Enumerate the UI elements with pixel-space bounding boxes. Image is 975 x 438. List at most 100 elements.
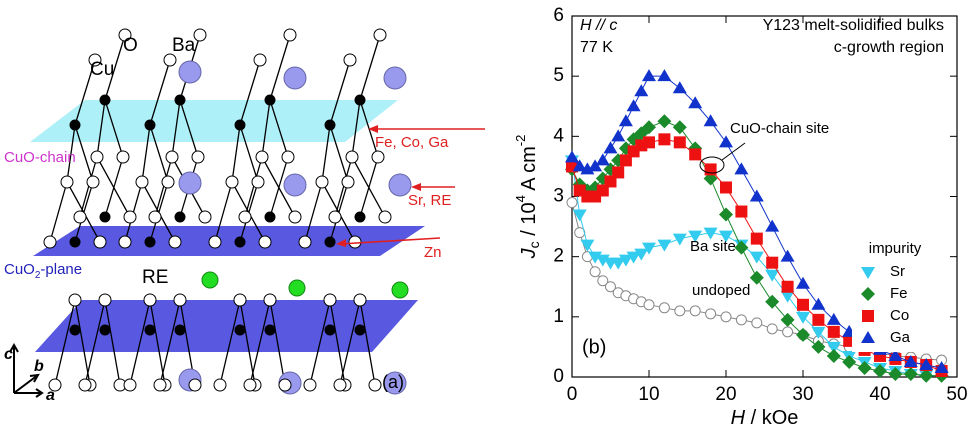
atom	[379, 211, 391, 223]
atom	[100, 325, 110, 335]
marker	[828, 326, 840, 338]
marker	[721, 312, 731, 322]
label: -plane	[40, 261, 82, 278]
y-axis-label: 4	[513, 195, 528, 202]
marker	[862, 310, 874, 322]
x-axis-label: / kOe	[745, 407, 798, 429]
annotation: Y123 melt-solidified bulks	[763, 17, 944, 34]
atom	[264, 294, 276, 306]
chain-plane	[30, 100, 398, 142]
marker	[673, 234, 687, 246]
marker	[657, 114, 671, 128]
label: CuO2-plane	[4, 261, 82, 281]
atom	[369, 379, 381, 391]
legend-label: Ga	[890, 329, 911, 346]
marker	[752, 318, 762, 328]
annotation: c-growth region	[834, 39, 944, 56]
marker	[719, 208, 733, 222]
marker	[658, 133, 670, 145]
y-tick-label: 2	[553, 246, 564, 267]
label: a	[46, 387, 55, 404]
atom	[355, 95, 365, 105]
atom	[189, 379, 201, 391]
atom	[299, 236, 311, 248]
atom	[354, 294, 366, 306]
x-tick-label: 20	[715, 384, 736, 405]
marker	[657, 69, 671, 81]
y-tick-label: 0	[553, 366, 564, 387]
ba-atom	[384, 67, 406, 89]
marker	[689, 148, 701, 160]
atom	[226, 176, 238, 188]
label: Cu	[90, 59, 114, 80]
x-tick-label: 30	[792, 384, 813, 405]
atom	[282, 151, 294, 163]
marker	[673, 120, 687, 134]
ba-atom	[284, 174, 306, 196]
atom	[100, 212, 110, 222]
x-axis-label: H / kOe	[731, 407, 799, 429]
legend-title: impurity	[869, 240, 922, 257]
atom	[70, 237, 80, 247]
marker	[675, 306, 685, 316]
marker	[858, 361, 872, 375]
atom	[342, 176, 354, 188]
marker	[766, 257, 778, 269]
atom	[169, 236, 181, 248]
atom	[329, 211, 341, 223]
marker	[797, 299, 809, 311]
atom	[265, 95, 275, 105]
x-axis-label: H	[731, 407, 746, 429]
atom	[162, 176, 174, 188]
marker	[767, 324, 777, 334]
atom	[259, 236, 271, 248]
atom	[239, 211, 251, 223]
atom	[325, 325, 335, 335]
x-tick-label: 0	[567, 384, 578, 405]
atom	[61, 176, 73, 188]
marker	[673, 81, 687, 93]
annotation: 77 K	[580, 39, 613, 56]
label: CuO	[4, 261, 35, 278]
marker	[573, 210, 587, 222]
re-atom	[202, 272, 218, 288]
atom	[325, 237, 335, 247]
annotation: H // c	[580, 17, 617, 34]
ba-atom	[179, 61, 201, 83]
label: RE	[142, 267, 168, 288]
atom	[91, 151, 103, 163]
atom	[209, 236, 221, 248]
marker	[782, 281, 794, 293]
marker	[796, 277, 810, 289]
marker	[719, 135, 733, 147]
atom	[254, 54, 266, 66]
atom	[74, 211, 86, 223]
ba-atom	[284, 67, 306, 89]
atom	[79, 379, 91, 391]
re-atom	[289, 280, 305, 296]
atom	[100, 95, 110, 105]
atom	[325, 120, 335, 130]
atom	[324, 294, 336, 306]
atom	[166, 151, 178, 163]
atom	[284, 29, 296, 41]
y-axis-label: c	[526, 241, 542, 248]
marker	[611, 129, 625, 141]
annotation: Ba site	[690, 238, 736, 255]
marker	[765, 270, 779, 282]
y-axis-label: / 10	[518, 202, 540, 241]
atom	[144, 294, 156, 306]
marker	[627, 99, 641, 111]
marker	[706, 309, 716, 319]
marker	[634, 84, 648, 96]
atom	[124, 211, 136, 223]
y-tick-label: 5	[553, 65, 564, 86]
atom	[235, 237, 245, 247]
atom	[304, 379, 316, 391]
ba-atom	[179, 172, 201, 194]
atom	[252, 176, 264, 188]
marker	[781, 250, 795, 262]
atom	[235, 325, 245, 335]
atom	[192, 151, 204, 163]
atom	[235, 120, 245, 130]
